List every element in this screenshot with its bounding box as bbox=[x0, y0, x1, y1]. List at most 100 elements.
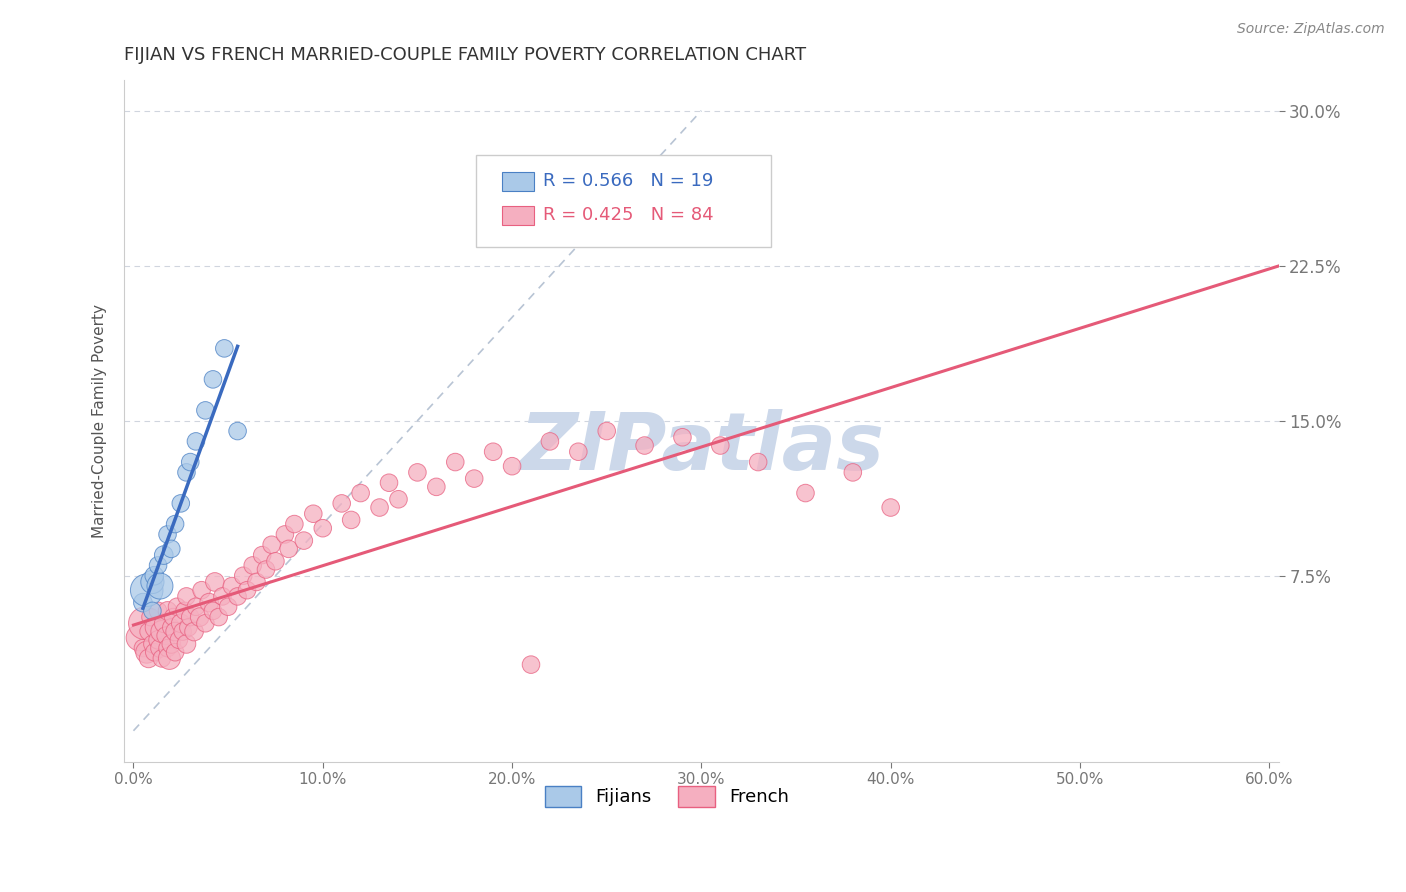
Point bbox=[425, 480, 447, 494]
Point bbox=[633, 438, 655, 452]
Point bbox=[501, 459, 523, 474]
FancyBboxPatch shape bbox=[502, 206, 534, 225]
Point bbox=[170, 496, 193, 510]
Point bbox=[277, 541, 299, 556]
Point bbox=[141, 637, 163, 651]
Point bbox=[879, 500, 901, 515]
Point bbox=[217, 599, 239, 614]
Point bbox=[211, 590, 233, 604]
Point bbox=[250, 548, 273, 562]
Text: R = 0.566   N = 19: R = 0.566 N = 19 bbox=[543, 172, 714, 190]
Point bbox=[221, 579, 243, 593]
Point bbox=[176, 466, 198, 480]
Point bbox=[155, 629, 177, 643]
Point bbox=[190, 583, 212, 598]
Point bbox=[378, 475, 401, 490]
Point bbox=[173, 604, 195, 618]
Point bbox=[312, 521, 335, 535]
Point bbox=[236, 583, 259, 598]
Point bbox=[463, 472, 485, 486]
Point bbox=[194, 403, 217, 417]
Point bbox=[842, 466, 865, 480]
Point bbox=[368, 500, 391, 515]
Point bbox=[139, 610, 162, 624]
Point bbox=[226, 424, 249, 438]
Point bbox=[747, 455, 769, 469]
Point bbox=[520, 657, 543, 672]
Point bbox=[134, 616, 156, 631]
Point bbox=[444, 455, 467, 469]
Point bbox=[152, 548, 174, 562]
Point bbox=[208, 610, 231, 624]
Point bbox=[349, 486, 371, 500]
Point bbox=[482, 444, 505, 458]
Point bbox=[177, 620, 200, 634]
Point bbox=[596, 424, 619, 438]
Point bbox=[179, 455, 201, 469]
Point bbox=[166, 599, 188, 614]
Point bbox=[146, 604, 169, 618]
Point bbox=[330, 496, 353, 510]
Point bbox=[160, 541, 183, 556]
Point bbox=[138, 624, 160, 639]
Point bbox=[242, 558, 264, 573]
FancyBboxPatch shape bbox=[502, 172, 534, 191]
Point bbox=[794, 486, 817, 500]
Point bbox=[226, 590, 249, 604]
Text: Source: ZipAtlas.com: Source: ZipAtlas.com bbox=[1237, 22, 1385, 37]
Point bbox=[132, 596, 155, 610]
Point bbox=[387, 492, 409, 507]
Text: FIJIAN VS FRENCH MARRIED-COUPLE FAMILY POVERTY CORRELATION CHART: FIJIAN VS FRENCH MARRIED-COUPLE FAMILY P… bbox=[124, 46, 806, 64]
Point bbox=[709, 438, 731, 452]
Point bbox=[245, 574, 267, 589]
Point bbox=[138, 651, 160, 665]
Point bbox=[183, 624, 205, 639]
Point bbox=[160, 620, 183, 634]
Point bbox=[194, 616, 217, 631]
Point bbox=[156, 527, 179, 541]
Point bbox=[254, 562, 277, 576]
Point bbox=[567, 444, 589, 458]
Point bbox=[302, 507, 325, 521]
Point bbox=[143, 568, 166, 582]
Point bbox=[146, 558, 169, 573]
Point bbox=[165, 645, 187, 659]
Text: R = 0.425   N = 84: R = 0.425 N = 84 bbox=[543, 206, 714, 225]
Point bbox=[132, 641, 155, 656]
Point bbox=[167, 632, 190, 647]
Point bbox=[214, 342, 236, 356]
Point bbox=[176, 590, 198, 604]
Point bbox=[149, 579, 172, 593]
FancyBboxPatch shape bbox=[477, 154, 770, 247]
Point bbox=[128, 631, 150, 645]
Point bbox=[671, 430, 693, 444]
Point bbox=[184, 434, 207, 449]
Point bbox=[156, 604, 179, 618]
Point bbox=[150, 624, 173, 639]
Point bbox=[232, 568, 254, 582]
Point bbox=[152, 616, 174, 631]
Point bbox=[283, 517, 305, 532]
Point bbox=[340, 513, 363, 527]
Point bbox=[179, 610, 201, 624]
Point bbox=[274, 527, 297, 541]
Point bbox=[176, 637, 198, 651]
Point bbox=[150, 651, 173, 665]
Point bbox=[292, 533, 315, 548]
Point bbox=[165, 624, 187, 639]
Point bbox=[141, 604, 163, 618]
Point bbox=[170, 616, 193, 631]
Point bbox=[264, 554, 287, 568]
Point bbox=[162, 610, 184, 624]
Point bbox=[149, 641, 172, 656]
Text: ZIPatlas: ZIPatlas bbox=[519, 409, 884, 487]
Point bbox=[260, 538, 283, 552]
Point bbox=[135, 645, 157, 659]
Point bbox=[141, 574, 163, 589]
Point bbox=[188, 610, 211, 624]
Point bbox=[160, 637, 183, 651]
Point bbox=[135, 583, 157, 598]
Point bbox=[201, 604, 224, 618]
Point bbox=[198, 596, 221, 610]
Point bbox=[159, 651, 181, 665]
